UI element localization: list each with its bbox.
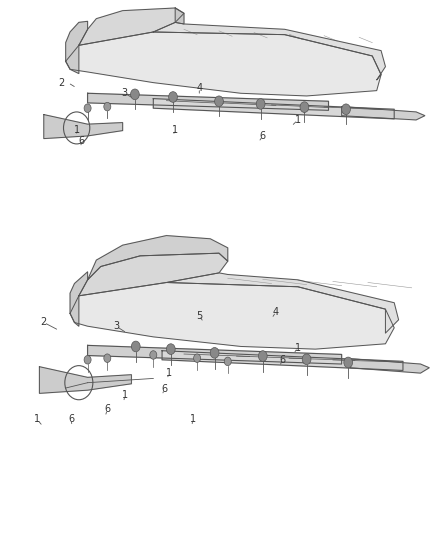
Text: 6: 6	[260, 131, 266, 141]
Circle shape	[84, 104, 91, 112]
Polygon shape	[39, 367, 131, 393]
Polygon shape	[79, 8, 184, 45]
Polygon shape	[342, 107, 425, 120]
Circle shape	[169, 92, 177, 102]
Circle shape	[302, 354, 311, 365]
Polygon shape	[44, 115, 123, 139]
Text: 4: 4	[196, 83, 202, 93]
Circle shape	[104, 354, 111, 362]
Text: 5: 5	[196, 311, 202, 320]
Circle shape	[256, 99, 265, 109]
Polygon shape	[66, 32, 381, 96]
Text: 1: 1	[190, 415, 196, 424]
Text: 4: 4	[273, 307, 279, 317]
Polygon shape	[88, 345, 342, 364]
Circle shape	[166, 344, 175, 354]
Circle shape	[194, 354, 201, 362]
Text: 1: 1	[74, 125, 80, 134]
Circle shape	[258, 351, 267, 361]
Text: 1: 1	[122, 391, 128, 400]
Polygon shape	[153, 22, 385, 80]
Circle shape	[210, 348, 219, 358]
Circle shape	[150, 351, 157, 359]
Polygon shape	[70, 272, 88, 326]
Polygon shape	[66, 21, 88, 74]
Polygon shape	[79, 253, 228, 296]
Text: 1: 1	[295, 115, 301, 125]
Text: 6: 6	[161, 384, 167, 394]
Circle shape	[131, 341, 140, 352]
Circle shape	[300, 102, 309, 112]
Polygon shape	[166, 273, 399, 333]
Text: 6: 6	[78, 136, 84, 146]
Text: 3: 3	[122, 88, 128, 98]
Circle shape	[84, 356, 91, 364]
Polygon shape	[70, 282, 394, 349]
Polygon shape	[88, 236, 228, 280]
Polygon shape	[175, 8, 184, 24]
Text: 2: 2	[58, 78, 64, 87]
Text: 3: 3	[113, 321, 119, 331]
Circle shape	[342, 104, 350, 115]
Circle shape	[104, 102, 111, 111]
Polygon shape	[350, 359, 429, 373]
Polygon shape	[162, 351, 403, 370]
Text: 1: 1	[295, 343, 301, 352]
Circle shape	[215, 96, 223, 107]
Text: 6: 6	[68, 415, 74, 424]
Text: 6: 6	[104, 405, 110, 414]
Circle shape	[131, 89, 139, 100]
Polygon shape	[88, 93, 328, 110]
Text: 6: 6	[279, 355, 286, 365]
Text: 2: 2	[41, 318, 47, 327]
Circle shape	[224, 357, 231, 366]
Text: 1: 1	[172, 125, 178, 134]
Text: 1: 1	[166, 368, 172, 378]
Polygon shape	[153, 99, 394, 119]
Text: 1: 1	[34, 415, 40, 424]
Circle shape	[344, 357, 353, 368]
